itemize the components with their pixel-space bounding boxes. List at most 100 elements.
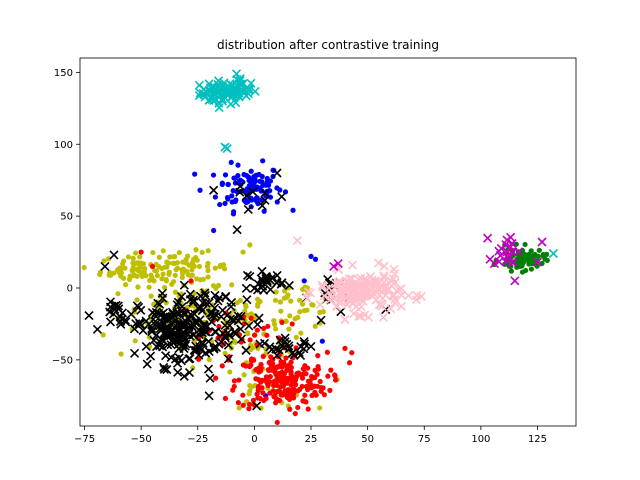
y-axis: −50 0 50 100 150: [52, 68, 80, 366]
series-2-point: [248, 346, 254, 353]
series-2-point: [236, 405, 242, 411]
series-4-point: [136, 305, 146, 315]
series-4-point: [151, 330, 161, 340]
series-2-point: [154, 273, 161, 279]
series-4-point: [252, 319, 263, 330]
series-1-point: [230, 211, 237, 217]
series-2-point: [288, 298, 294, 304]
series-3-point: [312, 367, 318, 373]
series-2-point: [179, 270, 186, 277]
series-3-point: [342, 345, 348, 351]
series-5-point: [356, 311, 366, 321]
series-4-point: [187, 311, 197, 321]
series-4-point: [159, 329, 170, 339]
series-3-point: [314, 371, 320, 378]
series-2-point: [167, 254, 173, 260]
series-5-point: [373, 258, 383, 268]
series-4-point: [189, 295, 199, 305]
series-2-point: [148, 293, 154, 299]
series-4-point: [284, 341, 294, 351]
series-2-point: [241, 372, 247, 378]
series-4-point: [155, 341, 165, 351]
series-3-point: [250, 397, 257, 403]
series-3-point: [261, 397, 267, 404]
series-2-point: [320, 309, 326, 315]
series-6-point: [544, 251, 550, 257]
y-tick-label: 100: [54, 140, 73, 151]
series-3-point: [265, 323, 271, 329]
series-2-point: [115, 291, 121, 297]
series-5-point: [404, 291, 414, 301]
series-1-point: [230, 188, 236, 194]
series-4-point: [105, 317, 116, 327]
series-3-point: [288, 377, 294, 384]
series-4-point: [248, 187, 258, 197]
series-2-point: [190, 365, 196, 371]
series-4-point: [241, 345, 251, 355]
y-tick-label: 50: [60, 212, 73, 223]
x-tick-label: −25: [187, 434, 208, 445]
series-4-point: [201, 298, 211, 308]
series-4-point: [113, 301, 123, 311]
series-4-point: [223, 340, 234, 350]
series-2-point: [81, 264, 87, 271]
series-3-point: [295, 388, 301, 394]
series-0-point: [200, 92, 210, 102]
series-3-point: [281, 359, 287, 365]
series-4-point: [271, 344, 281, 354]
series-4-point: [173, 367, 183, 377]
series-5-point: [396, 301, 407, 311]
series-3-point: [219, 363, 225, 369]
series-2-point: [286, 326, 292, 332]
series-0-point: [194, 80, 204, 90]
series-4-point: [142, 359, 152, 369]
series-2-point: [255, 296, 261, 302]
series-3-point: [333, 377, 339, 383]
series-2-point: [132, 250, 139, 256]
series-4-point: [130, 348, 140, 358]
series-2-point: [252, 312, 258, 319]
series-4-point: [259, 338, 270, 348]
series-5-point: [378, 312, 389, 323]
series-3-point: [302, 392, 308, 398]
series-4-point: [168, 309, 178, 319]
series-4-point: [295, 350, 306, 361]
series-2-point: [227, 369, 233, 375]
series-3-point: [253, 367, 259, 373]
series-4-point: [157, 288, 167, 298]
series-7-point: [483, 233, 493, 243]
series-3-point: [255, 395, 261, 401]
series-4-point: [254, 313, 264, 323]
series-4-point: [256, 274, 266, 284]
series-2-point: [212, 265, 218, 271]
series-2-point: [130, 273, 136, 279]
series-5-point: [386, 304, 396, 314]
series-6-point: [536, 247, 542, 253]
series-2-point: [173, 267, 179, 273]
series-3-point: [288, 382, 294, 388]
series-5-point: [374, 300, 384, 310]
series-2-point: [189, 267, 195, 273]
series-4-point: [179, 280, 189, 290]
series-2-point: [160, 271, 166, 277]
series-2-point: [205, 267, 211, 274]
series-0-point: [205, 83, 216, 93]
series-3-point: [279, 319, 285, 326]
series-5-point: [360, 287, 370, 297]
series-3-point: [230, 387, 236, 393]
series-1-point: [217, 201, 223, 208]
series-5-point: [411, 295, 421, 305]
series-4-point: [145, 351, 156, 361]
series-5-point: [329, 294, 339, 304]
series-4-point: [223, 354, 233, 364]
x-tick-label: 25: [305, 434, 318, 445]
series-4-point: [159, 318, 169, 328]
series-4-point: [184, 368, 195, 378]
series-3-point: [240, 392, 246, 398]
series-1-point: [301, 278, 307, 284]
series-2-point: [130, 265, 136, 271]
series-5-point: [388, 291, 398, 301]
series-0-point: [235, 74, 245, 84]
series-2-point: [285, 292, 291, 298]
series-3-point: [283, 355, 289, 361]
